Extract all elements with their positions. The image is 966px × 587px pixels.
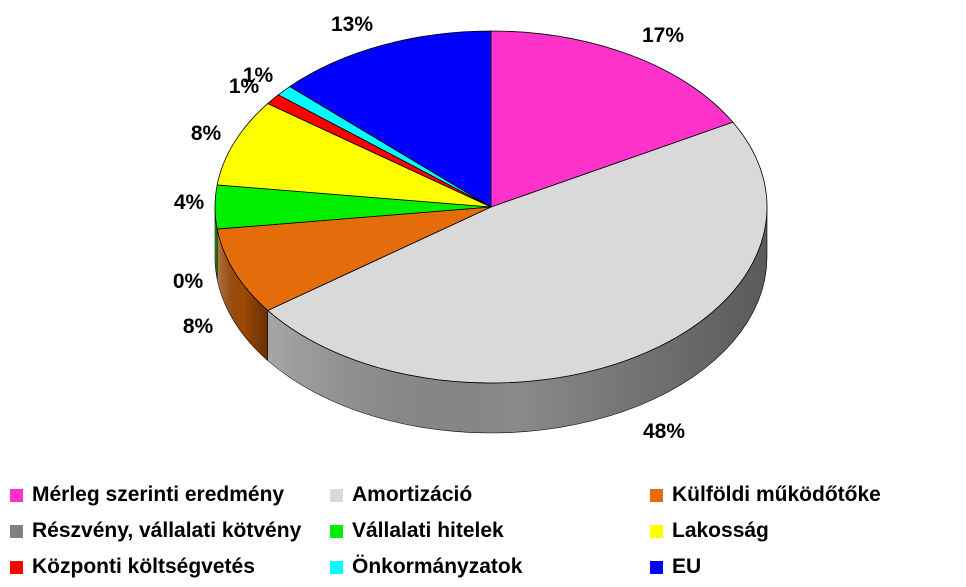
pie-slice-1 — [490, 30, 734, 208]
legend-item-7: Központi költségvetés — [10, 552, 255, 582]
data-label-9: 13% — [331, 13, 373, 36]
legend-swatch — [650, 524, 663, 538]
legend-item-8: Önkormányzatok — [330, 552, 522, 582]
pie-slice-2 — [266, 121, 768, 384]
data-label-7: 1% — [229, 75, 260, 98]
legend-item-2: Amortizáció — [330, 480, 472, 510]
data-label-3: 8% — [183, 315, 214, 338]
legend-item-5: Vállalati hitelek — [330, 516, 504, 546]
pie-side-shade-3 — [217, 229, 268, 361]
pie-slice-6 — [216, 103, 492, 208]
legend-label: Részvény, vállalati kötvény — [32, 519, 302, 542]
data-label-1: 17% — [642, 24, 684, 47]
pie-slice-3 — [216, 206, 492, 311]
legend-swatch — [330, 488, 343, 502]
legend-label: Amortizáció — [352, 483, 473, 506]
data-label-8: 1% — [243, 64, 274, 87]
legend-swatch — [330, 560, 343, 574]
data-label-6: 8% — [191, 122, 222, 145]
pie-side-shade-2 — [267, 207, 767, 433]
legend-swatch — [10, 524, 23, 538]
legend-item-1: Mérleg szerinti eredmény — [10, 480, 284, 510]
data-label-5: 4% — [174, 191, 205, 214]
legend-swatch — [10, 560, 23, 574]
legend-item-4: Részvény, vállalati kötvény — [10, 516, 301, 546]
legend-swatch — [650, 488, 663, 502]
data-label-2: 48% — [643, 420, 685, 443]
pie-side-shade-5 — [215, 207, 218, 280]
legend-label: EU — [672, 555, 702, 578]
legend-label: Önkormányzatok — [352, 555, 523, 578]
legend-swatch — [650, 560, 663, 574]
pie-chart: 17% 48% 8% 0% 4% 8% 1%1% 13% — [173, 13, 768, 443]
legend-label: Vállalati hitelek — [352, 519, 504, 542]
legend-swatch — [330, 524, 343, 538]
legend-label: Lakosság — [672, 519, 769, 542]
legend-item-9: EU — [650, 552, 701, 582]
data-label-4: 0% — [173, 270, 204, 293]
legend-item-6: Lakosság — [650, 516, 769, 546]
legend-label: Külföldi működőtőke — [672, 483, 881, 506]
legend-swatch — [10, 488, 23, 502]
legend-label: Központi költségvetés — [32, 555, 255, 578]
pie-slice-9 — [289, 30, 492, 208]
legend: Mérleg szerinti eredmény Amortizáció Külfö… — [0, 478, 966, 584]
legend-item-3: Külföldi működőtőke — [650, 480, 881, 510]
legend-label: Mérleg szerinti eredmény — [32, 483, 285, 506]
